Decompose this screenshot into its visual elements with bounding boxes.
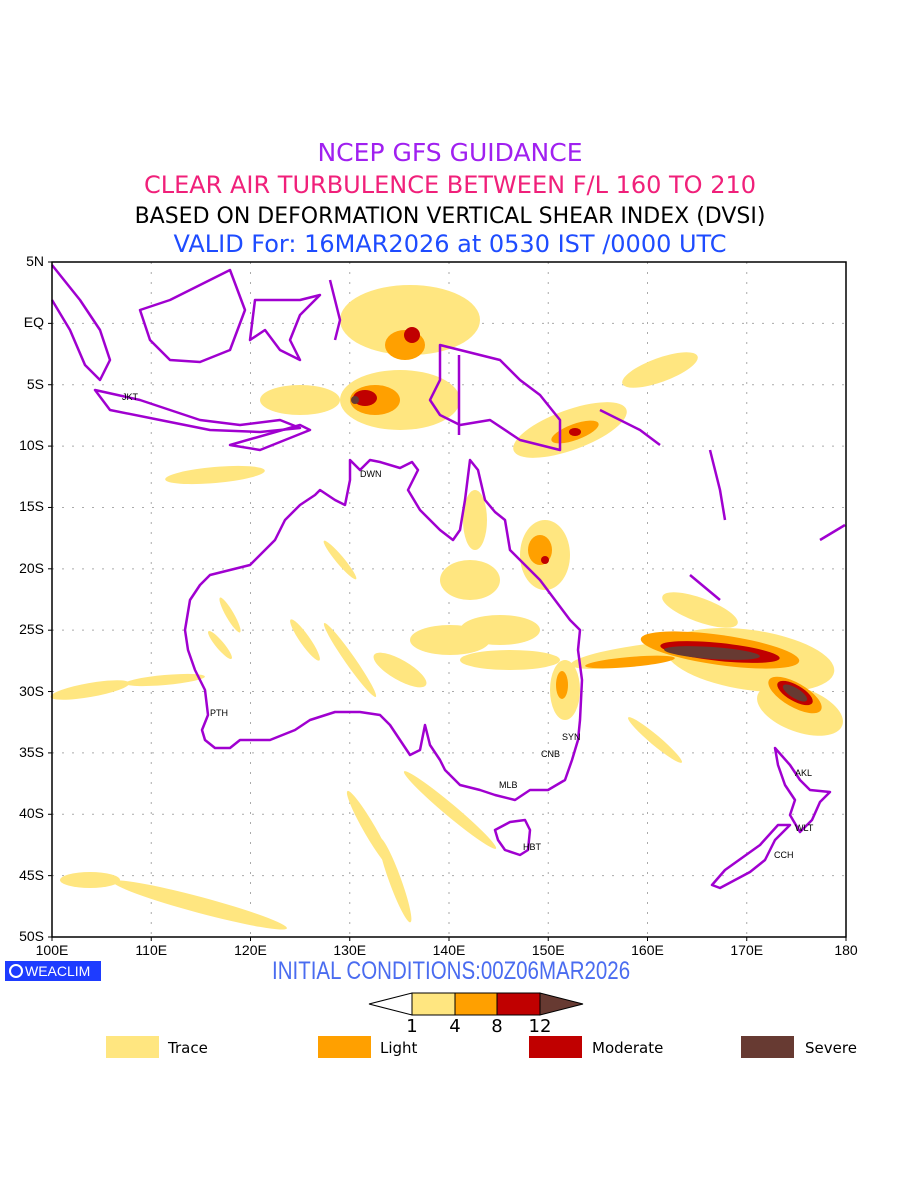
logo-text: WEACLIM: [25, 963, 91, 979]
new-caledonia: [689, 574, 721, 601]
city-cch: CCH: [774, 850, 794, 860]
lon-label: 140E: [432, 942, 466, 958]
nz-north-island: [773, 746, 832, 834]
lat-label: 35S: [19, 743, 44, 760]
copyright-icon: [9, 964, 23, 978]
lat-label: 10S: [19, 437, 44, 454]
java-coast: [93, 388, 302, 434]
new-guinea-coast: [428, 343, 562, 452]
lat-label: 25S: [19, 621, 44, 638]
map-gridlines: [52, 262, 846, 937]
lon-label: 180: [834, 942, 858, 958]
timor-coast: [228, 423, 312, 452]
title-method: BASED ON DEFORMATION VERTICAL SHEAR INDE…: [134, 204, 766, 229]
severe-areas: [351, 396, 808, 702]
lon-label: 110E: [135, 942, 168, 958]
lat-label: 50S: [19, 928, 44, 944]
lon-label: 100E: [35, 942, 69, 958]
colorbar-segment-moderate: [496, 992, 541, 1016]
colorbar-tick: 12: [528, 1016, 552, 1037]
lat-label: 30S: [19, 682, 44, 699]
initial-conditions: INITIAL CONDITIONS:00Z06MAR2026: [272, 957, 631, 985]
city-syn: SYN: [562, 732, 581, 742]
colorbar-tick: 1: [406, 1016, 418, 1037]
city-labels: JKT DWN PTH SYN CNB MLB HBT AKL WLT CCH: [122, 392, 814, 860]
lon-label: 120E: [234, 942, 267, 958]
legend-swatch-trace: [106, 1036, 159, 1058]
city-mlb: MLB: [499, 780, 518, 790]
city-akl: AKL: [795, 768, 812, 778]
solomon-islands: [599, 408, 661, 446]
lon-label: 130E: [333, 942, 367, 958]
city-jkt: JKT: [122, 392, 139, 402]
city-cnb: CNB: [541, 749, 560, 759]
lat-label: 5N: [26, 253, 44, 269]
lat-label: 5S: [26, 375, 44, 392]
colorbar-tick: 4: [449, 1016, 461, 1037]
lon-label: 170E: [730, 942, 764, 958]
lon-label: 160E: [631, 942, 664, 958]
legend-label-light: Light: [380, 1039, 418, 1057]
legend-label-trace: Trace: [168, 1039, 208, 1057]
legend-label-severe: Severe: [805, 1039, 857, 1057]
legend-label-moderate: Moderate: [592, 1039, 664, 1057]
colorbar-below-1: [368, 992, 413, 1016]
borneo-coast: [138, 268, 247, 364]
lat-label: EQ: [23, 314, 44, 331]
nz-south-island: [710, 823, 792, 890]
turbulence-areas: [50, 285, 843, 930]
colorbar-segment-trace: [411, 992, 456, 1016]
lat-label: 20S: [19, 559, 44, 576]
title-valid-time: VALID For: 16MAR2026 at 0530 IST /0000 U…: [173, 230, 727, 258]
city-wlt: WLT: [795, 823, 814, 833]
colorbar-tick: 8: [491, 1016, 503, 1037]
city-pth: PTH: [210, 708, 228, 718]
tasmania-coast: [493, 818, 532, 857]
halmahera-coast: [328, 279, 342, 341]
australia-coast: [183, 458, 584, 802]
lat-label: 15S: [19, 498, 44, 515]
city-dwn: DWN: [360, 469, 382, 479]
legend-swatch-light: [318, 1036, 371, 1058]
title-model: NCEP GFS GUIDANCE: [317, 138, 583, 167]
sulawesi-coast: [248, 293, 322, 362]
trace-areas: [50, 285, 843, 930]
lon-label: 150E: [531, 942, 565, 958]
legend-swatch-severe: [741, 1036, 794, 1058]
legend-swatch-moderate: [529, 1036, 582, 1058]
fiji-islands: [819, 523, 846, 542]
colorbar-segment-light: [454, 992, 498, 1016]
weaclim-logo: WEACLIM: [5, 961, 101, 981]
vanuatu-islands: [708, 449, 727, 521]
axis-ticks: [48, 261, 847, 941]
sumatra-coast: [50, 264, 112, 382]
lat-label: 45S: [19, 866, 44, 883]
coastlines: [50, 264, 846, 890]
colorbar: [368, 992, 584, 1016]
title-product: CLEAR AIR TURBULENCE BETWEEN F/L 160 TO …: [143, 171, 757, 199]
colorbar-segment-severe: [539, 992, 584, 1016]
city-hbt: HBT: [523, 842, 542, 852]
lat-label: 40S: [19, 805, 44, 822]
